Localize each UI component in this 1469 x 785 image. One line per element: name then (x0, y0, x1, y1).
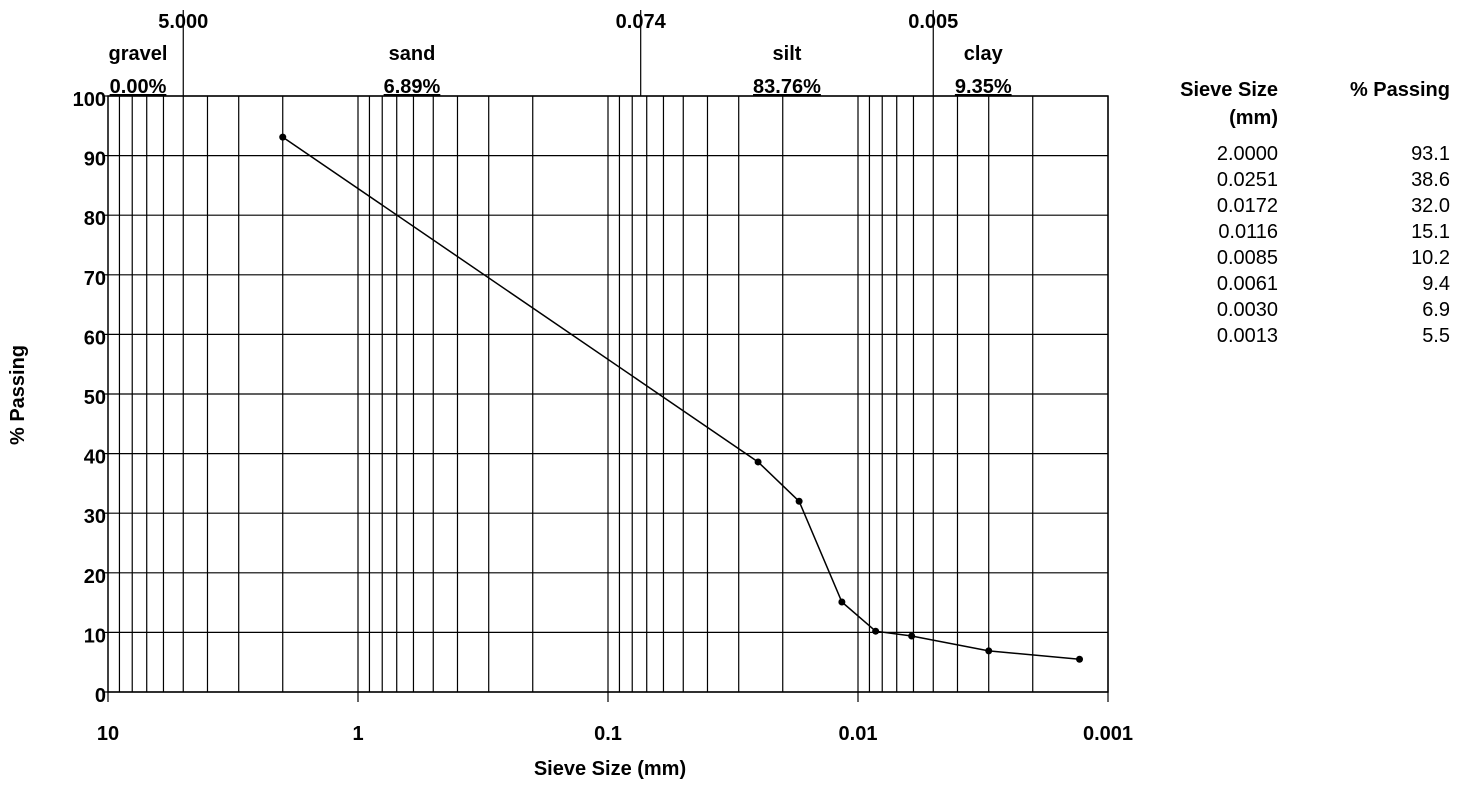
table-cell-size: 0.0085 (1217, 247, 1278, 269)
x-tick-label: 0.001 (1083, 723, 1133, 745)
boundary-label: 0.074 (616, 11, 667, 33)
y-axis-ticks: 0 10 20 30 40 50 60 70 80 90 100 (73, 89, 108, 707)
table-cell-passing: 9.4 (1422, 273, 1450, 295)
passing-line (282, 136, 1080, 660)
x-axis-ticks: 10 1 0.1 0.01 0.001 (97, 692, 1133, 745)
y-tick-label: 70 (84, 268, 106, 290)
fraction-name: silt (773, 43, 802, 65)
fraction-percent: 0.00% (110, 76, 167, 98)
y-tick-label: 100 (73, 89, 106, 111)
data-point (908, 632, 916, 640)
table-rows: 2.0000 93.1 0.0251 38.6 0.0172 32.0 0.0116 15.1… (1217, 143, 1450, 347)
boundary-label: 0.005 (908, 11, 958, 33)
passing-curve (279, 133, 1084, 663)
table-cell-passing: 6.9 (1422, 299, 1450, 321)
y-tick-label: 10 (84, 625, 106, 647)
table-cell-size: 0.0172 (1217, 195, 1278, 217)
fraction-percent: 83.76% (753, 76, 821, 98)
data-point (985, 647, 993, 655)
chart-grid (108, 95, 1109, 693)
table-cell-size: 0.0116 (1218, 221, 1278, 243)
fraction-percent: 6.89% (384, 76, 441, 98)
table-cell-passing: 93.1 (1411, 143, 1450, 165)
table-cell-passing: 5.5 (1422, 325, 1450, 347)
y-tick-label: 0 (95, 685, 106, 707)
table-cell-passing: 10.2 (1411, 247, 1450, 269)
y-tick-label: 20 (84, 566, 106, 588)
data-point (754, 458, 762, 466)
data-point (838, 598, 846, 606)
boundary-label: 5.000 (158, 11, 208, 33)
table-cell-passing: 15.1 (1411, 221, 1450, 243)
table-cell-size: 0.0251 (1217, 169, 1278, 191)
x-axis-label: Sieve Size (mm) (534, 758, 686, 780)
x-tick-label: 0.01 (839, 723, 878, 745)
table-cell-size: 0.0030 (1217, 299, 1278, 321)
table-cell-size: 0.0061 (1217, 273, 1278, 295)
table-header-size: Sieve Size (1180, 79, 1278, 101)
data-point (279, 133, 287, 141)
fraction-percent: 9.35% (955, 76, 1012, 98)
table-header-passing: % Passing (1350, 79, 1450, 101)
fraction-name: gravel (109, 43, 168, 65)
x-tick-label: 10 (97, 723, 119, 745)
data-point (872, 627, 880, 635)
y-tick-label: 80 (84, 208, 106, 230)
table-header-size-unit: (mm) (1229, 107, 1278, 129)
fraction-name: sand (389, 43, 436, 65)
fraction-labels: gravel 0.00% sand 6.89% silt 83.76% clay 9.35% (109, 43, 1012, 98)
table-cell-size: 2.0000 (1217, 143, 1278, 165)
y-tick-label: 60 (84, 327, 106, 349)
fraction-boundaries: 5.000 0.074 0.005 (158, 10, 958, 96)
data-point (1076, 655, 1084, 663)
y-tick-label: 30 (84, 506, 106, 528)
y-tick-label: 40 (84, 447, 106, 469)
fraction-name: clay (964, 43, 1004, 65)
y-tick-label: 90 (84, 149, 106, 171)
y-axis-label: % Passing (7, 345, 29, 445)
data-point (795, 497, 803, 505)
sieve-table: Sieve Size (mm) % Passing 2.0000 93.1 0.02… (1180, 79, 1450, 347)
x-tick-label: 0.1 (594, 723, 622, 745)
y-tick-label: 50 (84, 387, 106, 409)
table-cell-passing: 38.6 (1411, 169, 1450, 191)
x-tick-label: 1 (352, 723, 363, 745)
table-cell-passing: 32.0 (1411, 195, 1450, 217)
table-cell-size: 0.0013 (1217, 325, 1278, 347)
